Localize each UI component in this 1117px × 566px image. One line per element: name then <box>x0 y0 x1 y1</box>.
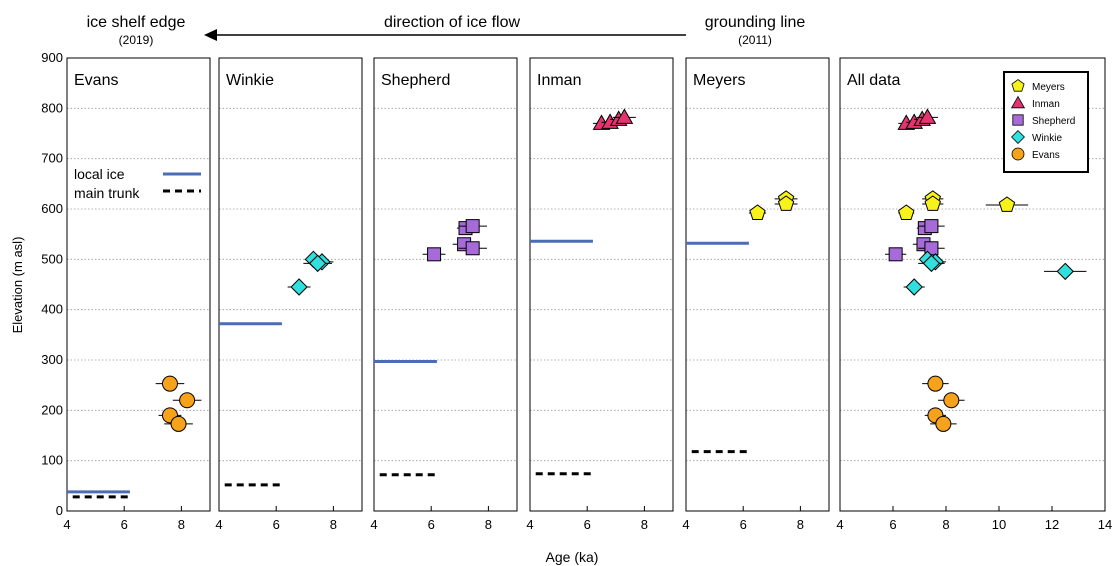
legend-label: Shepherd <box>1032 116 1075 127</box>
x-tick-label: 6 <box>273 517 280 532</box>
x-tick-label: 8 <box>330 517 337 532</box>
x-tick-label: 8 <box>797 517 804 532</box>
y-tick-labels: 0 100 200 300 400 500 600 700 800 900 <box>41 50 63 518</box>
legend-local-ice-label: local ice <box>74 166 125 182</box>
x-axis-label: Age (ka) <box>546 549 599 565</box>
winkie-point <box>290 278 308 296</box>
panel-frame <box>218 57 363 512</box>
panel-meyers: Meyers 4 6 8 <box>682 57 830 532</box>
meyers-point <box>998 196 1016 212</box>
y-tick-label: 600 <box>41 201 63 216</box>
winkie-point <box>922 254 941 273</box>
panel-title: Evans <box>74 72 118 89</box>
shepherd-point <box>888 247 903 262</box>
panel-frame <box>66 57 211 512</box>
evans-point <box>170 415 187 432</box>
shepherd-point <box>1012 114 1024 126</box>
legend-label: Meyers <box>1032 82 1065 93</box>
winkie-point <box>905 278 923 296</box>
line-legend: local ice main trunk <box>74 166 201 201</box>
shepherd-point <box>427 247 442 262</box>
x-tick-label: 8 <box>641 517 648 532</box>
panel-all-data: All data 4 6 8 10 12 14 Meyers Inman Shepherd Wink… <box>836 57 1112 532</box>
y-tick-label: 800 <box>41 100 63 115</box>
y-tick-label: 200 <box>41 402 63 417</box>
meyers-point <box>777 195 795 211</box>
evans-point <box>161 375 178 392</box>
winkie-point <box>1011 130 1025 144</box>
x-tick-label: 14 <box>1098 517 1112 532</box>
x-tick-label: 4 <box>836 517 843 532</box>
evans-point <box>935 415 952 432</box>
y-tick-label: 500 <box>41 251 63 266</box>
header-right-year: (2011) <box>738 33 772 47</box>
evans-point <box>179 392 196 409</box>
x-tick-label: 6 <box>740 517 747 532</box>
evans-point <box>927 375 944 392</box>
header-left-label: ice shelf edge <box>87 14 186 31</box>
panel-frame <box>529 57 674 512</box>
y-tick-label: 100 <box>41 453 63 468</box>
x-tick-label: 4 <box>215 517 222 532</box>
x-tick-label: 6 <box>889 517 896 532</box>
flow-arrow <box>204 29 686 41</box>
x-tick-label: 4 <box>63 517 70 532</box>
x-tick-label: 6 <box>584 517 591 532</box>
header-center-label: direction of ice flow <box>384 14 521 31</box>
evans-point <box>1011 147 1025 161</box>
site-legend: Meyers Inman Shepherd Winkie Evans <box>1003 71 1089 173</box>
inman-point <box>615 108 634 124</box>
panel-evans: Evans 4 6 8 <box>63 57 211 532</box>
x-tick-label: 8 <box>942 517 949 532</box>
x-tick-label: 4 <box>682 517 689 532</box>
panel-title: Inman <box>537 72 581 89</box>
panel-frame <box>685 57 830 512</box>
panel-winkie: Winkie 4 6 8 <box>215 57 363 532</box>
legend-label: Evans <box>1032 150 1060 161</box>
legend-label: Inman <box>1032 99 1060 110</box>
panel-frame <box>373 57 518 512</box>
x-tick-label: 4 <box>526 517 533 532</box>
shepherd-point <box>465 219 480 234</box>
legend-main-trunk-label: main trunk <box>74 185 140 201</box>
meyers-point <box>749 204 766 220</box>
inman-point <box>1010 95 1026 109</box>
panel-title: Meyers <box>693 72 745 89</box>
header-right-label: grounding line <box>705 14 806 31</box>
panel-inman: Inman 4 6 8 <box>526 57 674 532</box>
shepherd-point <box>465 241 480 256</box>
winkie-point <box>1056 262 1074 281</box>
shepherd-point <box>924 219 939 234</box>
x-tick-label: 6 <box>428 517 435 532</box>
panel-title: Shepherd <box>381 72 450 89</box>
legend-label: Winkie <box>1032 133 1062 144</box>
panel-frame <box>839 57 1106 512</box>
panel-title: All data <box>847 72 900 89</box>
y-tick-label: 400 <box>41 302 63 317</box>
meyers-point <box>898 204 915 220</box>
header-left-year: (2019) <box>119 33 154 47</box>
panel-title: Winkie <box>226 72 274 89</box>
y-tick-label: 300 <box>41 352 63 367</box>
x-tick-label: 4 <box>370 517 377 532</box>
x-tick-label: 8 <box>178 517 185 532</box>
x-tick-label: 6 <box>121 517 128 532</box>
panel-shepherd: Shepherd 4 6 8 <box>370 57 518 532</box>
y-tick-label: 900 <box>41 50 63 65</box>
winkie-point <box>308 254 327 273</box>
meyers-point <box>924 195 941 211</box>
y-tick-label: 0 <box>56 503 63 518</box>
y-tick-label: 700 <box>41 151 63 166</box>
x-tick-label: 12 <box>1045 517 1059 532</box>
x-tick-label: 8 <box>485 517 492 532</box>
x-tick-label: 10 <box>992 517 1006 532</box>
y-axis-label: Elevation (m asl) <box>10 237 25 334</box>
inman-point <box>918 108 937 124</box>
meyers-point <box>1011 79 1025 92</box>
evans-point <box>943 392 960 409</box>
gridlines <box>67 107 1105 462</box>
